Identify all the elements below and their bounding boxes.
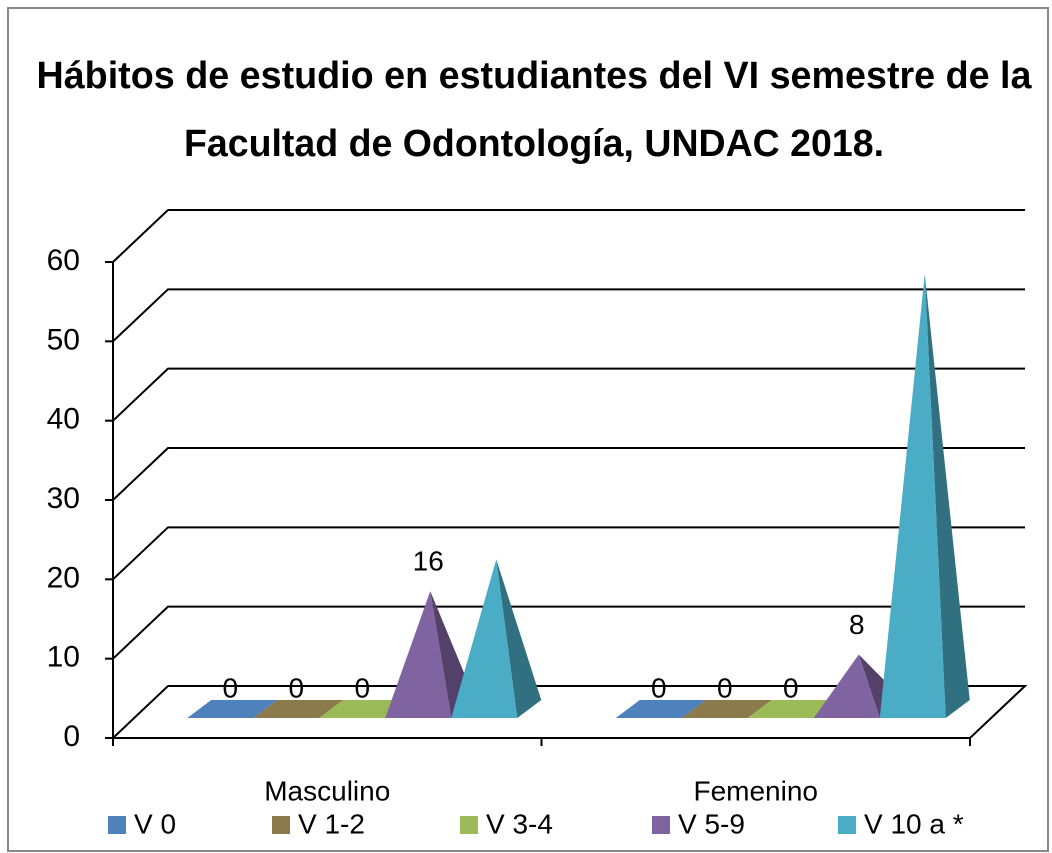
- y-tick-label: 50: [47, 323, 80, 356]
- chart-title: Hábitos de estudio en estudiantes del VI…: [37, 55, 1033, 97]
- grid-line: [112, 209, 1025, 263]
- pyramid: [681, 700, 772, 718]
- legend-swatch: [108, 816, 126, 834]
- data-label: 0: [717, 672, 733, 703]
- legend-label: V 3-4: [486, 808, 553, 839]
- data-label: 0: [354, 672, 370, 703]
- legend-swatch: [460, 816, 478, 834]
- y-tick-label: 40: [47, 403, 80, 436]
- data-label: 16: [413, 545, 444, 576]
- x-tick-label: Masculino: [264, 775, 390, 806]
- y-tick-label: 30: [47, 482, 80, 515]
- pyramid: [615, 700, 706, 718]
- grid-line: [112, 605, 1025, 660]
- pyramid: [253, 700, 344, 718]
- y-tick-label: 60: [47, 244, 80, 277]
- legend-label: V 10 a *: [864, 808, 964, 839]
- grid-line: [112, 447, 1025, 501]
- y-tick-label: 0: [63, 720, 80, 753]
- legend-swatch: [652, 816, 670, 834]
- data-label: 8: [849, 609, 865, 640]
- pyramid: [319, 700, 410, 718]
- floor: [110, 685, 1028, 739]
- data-label: 0: [651, 672, 667, 703]
- y-tick-label: 10: [47, 641, 80, 674]
- legend-swatch: [272, 816, 290, 834]
- data-label: 0: [783, 672, 799, 703]
- pyramid: [879, 273, 970, 718]
- y-tick-label: 20: [47, 561, 80, 594]
- pyramid: [451, 559, 542, 718]
- legend-swatch: [838, 816, 856, 834]
- legend-label: V 5-9: [678, 808, 745, 839]
- grid-line: [112, 367, 1025, 422]
- data-label: 0: [288, 672, 304, 703]
- grid-line: [112, 288, 1025, 343]
- x-tick-label: Femenino: [693, 775, 818, 806]
- grid-line: [112, 526, 1025, 581]
- chart-title: Facultad de Odontología, UNDAC 2018.: [184, 123, 884, 165]
- legend-label: V 0: [134, 808, 176, 839]
- pyramid: [747, 700, 838, 718]
- data-label: 0: [222, 672, 238, 703]
- pyramid: [187, 700, 278, 718]
- legend-label: V 1-2: [298, 808, 365, 839]
